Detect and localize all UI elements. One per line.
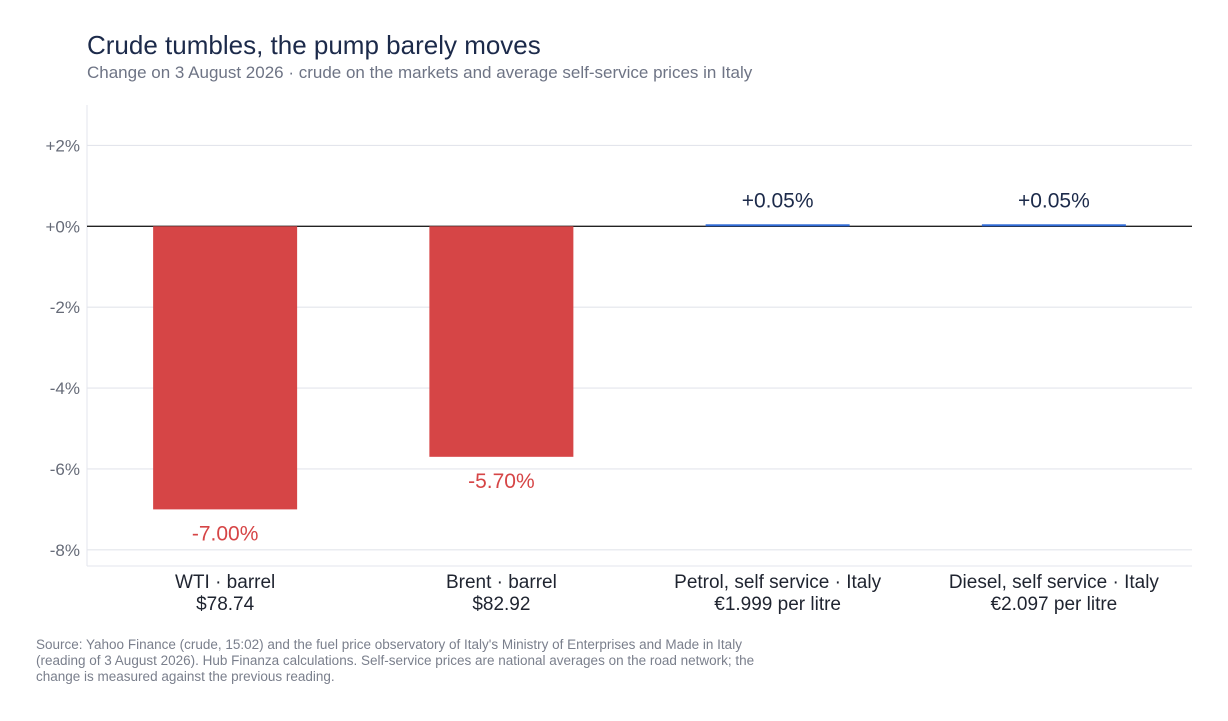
bar <box>981 224 1126 227</box>
category-price: €1.999 per litre <box>714 594 841 615</box>
category-price: $82.92 <box>472 594 530 615</box>
y-tick-label: -2% <box>50 298 80 317</box>
value-label: -7.00% <box>192 522 259 545</box>
category-label: WTI · barrel <box>175 572 275 593</box>
category-label: Diesel, self service · Italy <box>949 572 1160 593</box>
value-labels: -7.00% -5.70% +0.05% +0.05% <box>192 189 1090 545</box>
y-tick-label: +0% <box>46 217 81 236</box>
category-price: $78.74 <box>196 594 255 615</box>
source-note: Source: Yahoo Finance (crude, 15:02) and… <box>36 637 755 684</box>
bars <box>153 224 1126 510</box>
category-price: €2.097 per litre <box>991 594 1118 615</box>
y-axis-ticks: +2% +0% -2% -4% -6% -8% <box>46 136 81 559</box>
y-tick-label: -6% <box>50 460 80 479</box>
x-axis-categories: WTI · barrel$78.74 Brent · barrel$82.92 Pe… <box>175 572 1159 615</box>
category-label: Petrol, self service · Italy <box>674 572 881 593</box>
value-label: +0.05% <box>742 189 814 212</box>
value-label: +0.05% <box>1018 189 1090 212</box>
y-tick-label: -8% <box>50 541 80 560</box>
chart-title: Crude tumbles, the pump barely moves <box>87 30 541 60</box>
chart-subtitle: Change on 3 August 2026 · crude on the m… <box>87 63 753 82</box>
y-tick-label: +2% <box>46 136 81 155</box>
value-label: -5.70% <box>468 470 535 493</box>
bar <box>705 224 850 227</box>
y-tick-label: -4% <box>50 379 80 398</box>
category-label: Brent · barrel <box>446 572 557 593</box>
bar <box>429 226 574 457</box>
bar <box>153 226 298 510</box>
